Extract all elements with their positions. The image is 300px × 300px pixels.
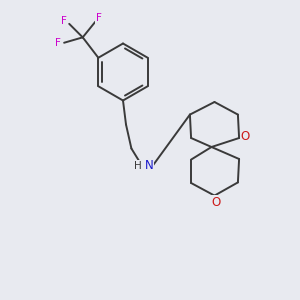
Text: F: F: [55, 38, 61, 48]
Text: H: H: [134, 161, 141, 171]
Text: O: O: [241, 130, 250, 143]
Text: N: N: [144, 159, 153, 172]
Text: F: F: [61, 16, 67, 26]
Text: F: F: [96, 13, 102, 23]
Text: O: O: [212, 196, 220, 209]
